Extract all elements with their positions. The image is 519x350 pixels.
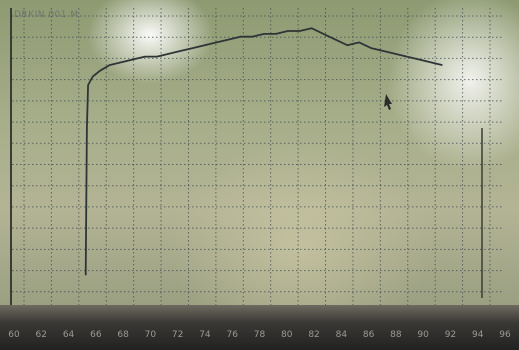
x-tick-label: 72 [171,330,184,340]
x-tick-label: 92 [444,330,457,340]
x-tick-label: 82 [308,330,320,340]
series-line-0 [84,27,443,276]
line-chart [12,8,504,313]
x-tick-label: 62 [35,330,47,340]
mouse-cursor-icon [384,94,392,110]
x-tick-label: 66 [90,330,102,340]
x-tick-label: 96 [499,330,511,340]
x-tick-label: 60 [8,330,20,340]
x-tick-label: 74 [199,330,211,340]
x-tick-label: 70 [144,330,157,340]
x-tick-label: 78 [253,330,266,340]
x-tick-label: 68 [117,330,129,340]
x-tick-label: 88 [390,330,402,340]
x-tick-label: 76 [226,330,238,340]
x-axis-ticks: 60 62 64 66 68 70 72 74 76 78 80 82 84 86 88 90 92 94 96 [0,330,519,348]
x-tick-label: 90 [417,330,429,340]
screen-header: DRKIN 001 M [14,10,79,20]
plot-screen [10,8,504,313]
x-tick-label: 64 [62,330,75,340]
x-tick-label: 80 [281,330,293,340]
x-tick-label: 86 [362,330,375,340]
x-tick-label: 94 [471,330,484,340]
x-tick-label: 84 [335,330,348,340]
monitor-bezel [0,305,519,350]
